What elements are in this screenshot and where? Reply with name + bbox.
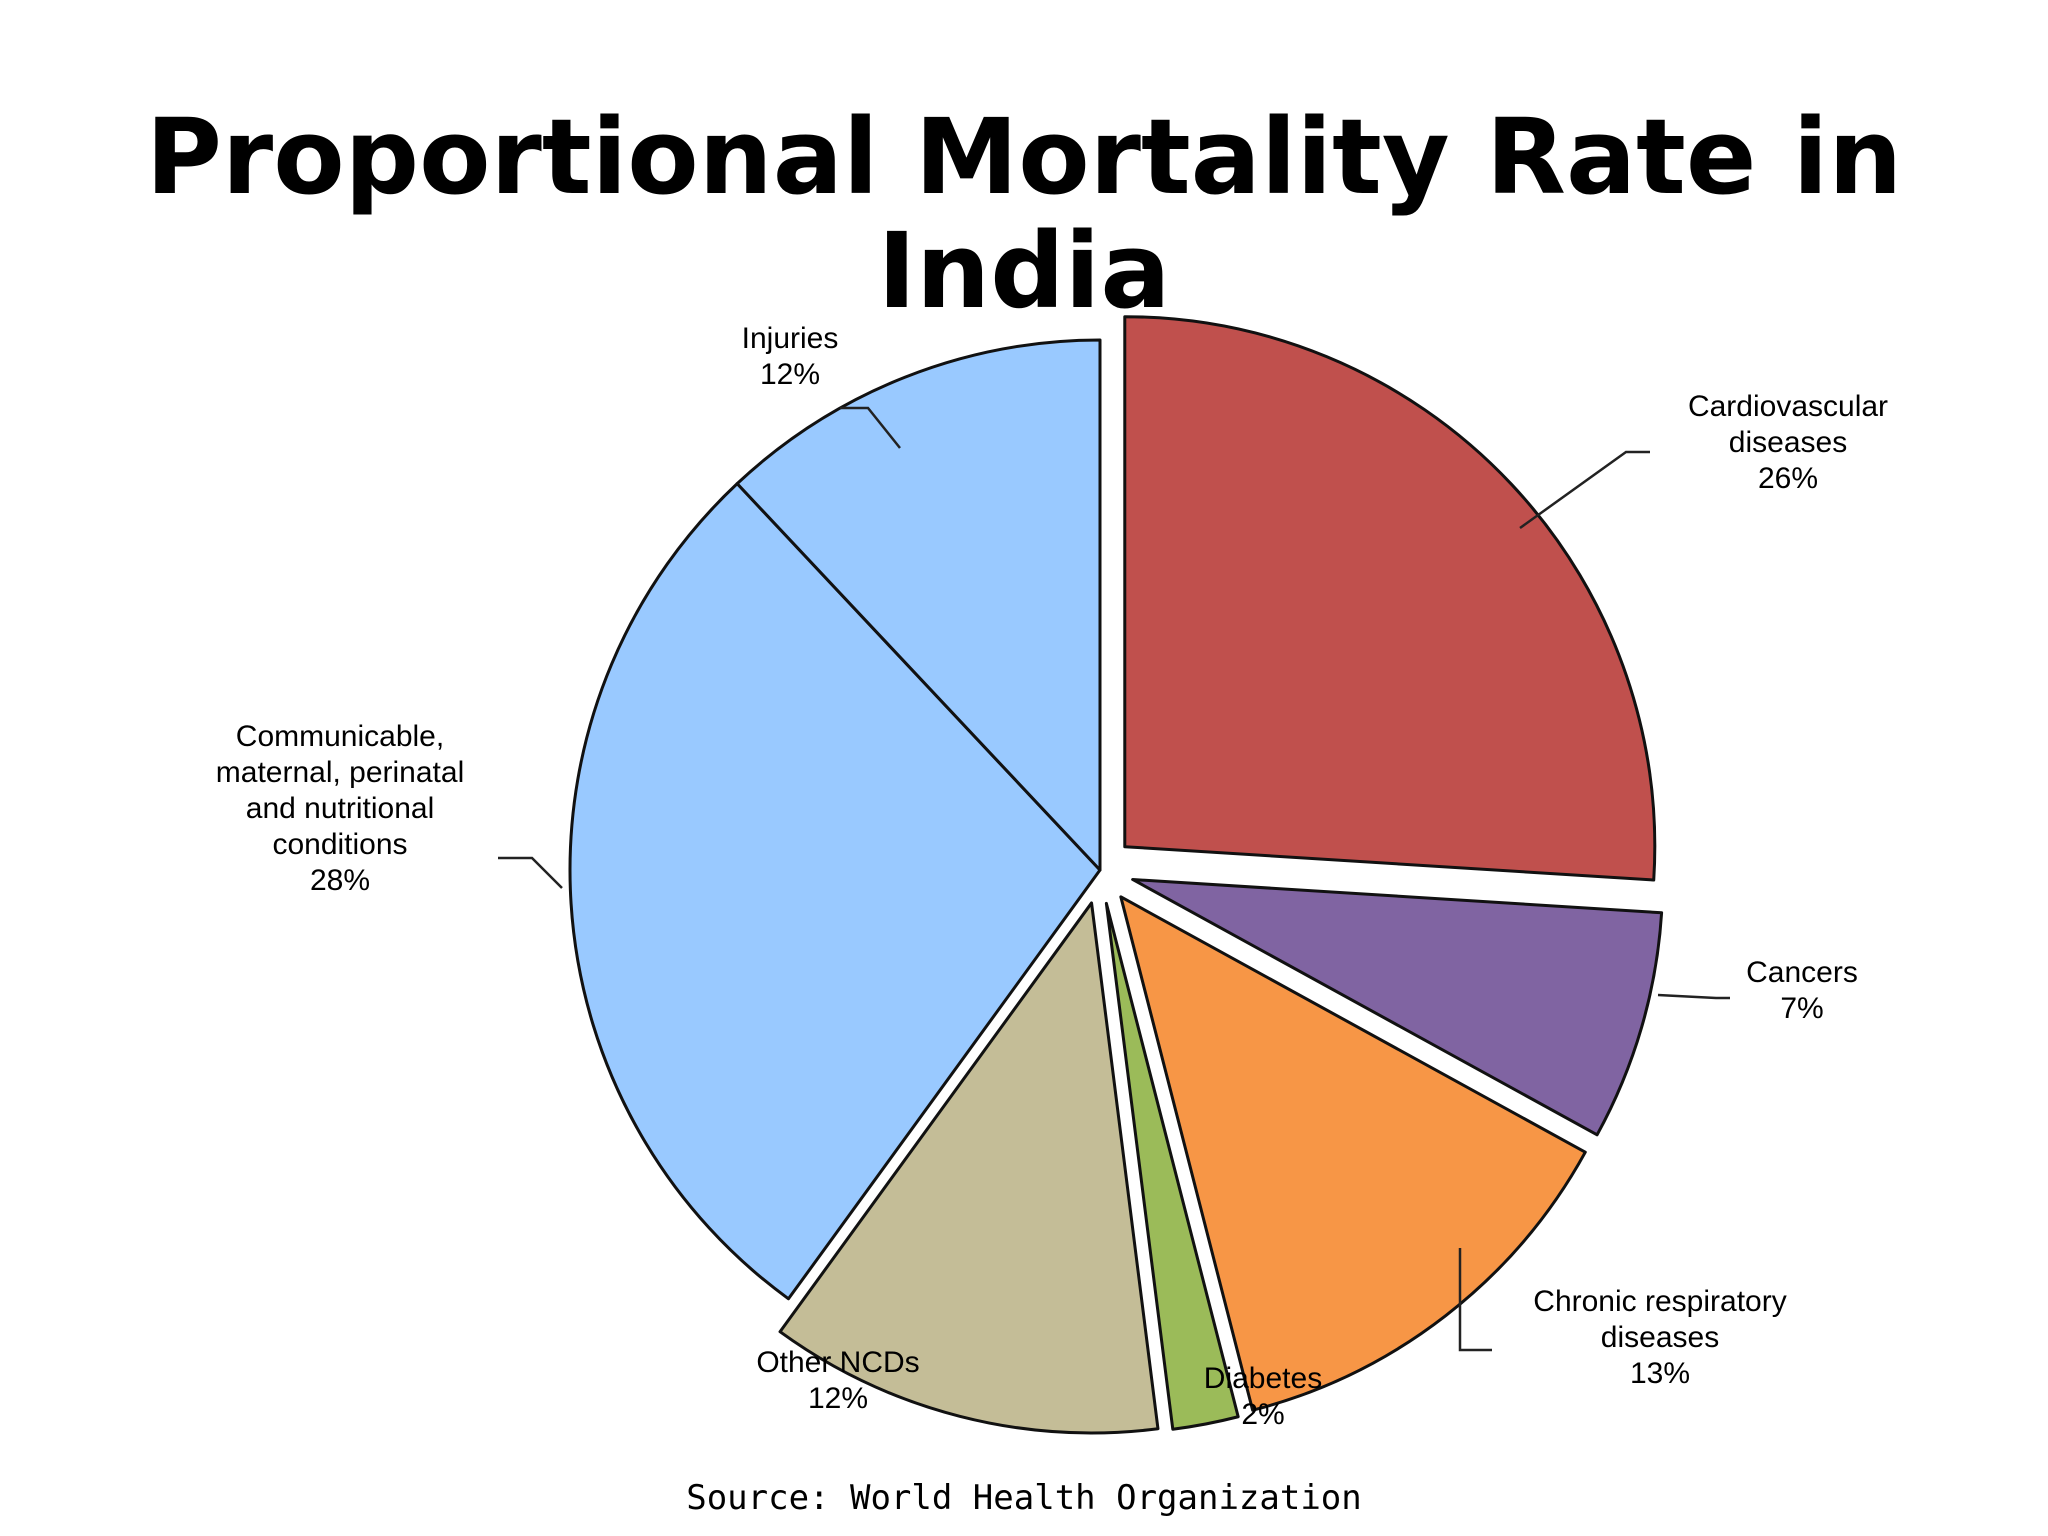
slice-category-label: maternal, perinatal — [216, 756, 464, 789]
slice-category-label: conditions — [272, 828, 407, 861]
pie-slice-5 — [568, 482, 1102, 1301]
slice-category-label: Communicable, — [236, 720, 444, 753]
slice-label-0: Cardiovascular diseases 26% — [1688, 390, 1888, 495]
slice-category-label: Cancers — [1746, 956, 1858, 989]
slice-value-label: 2% — [1241, 1398, 1284, 1431]
slice-value-label: 26% — [1758, 462, 1818, 495]
pie-slice-3 — [1104, 901, 1240, 1431]
slice-category-label: and nutritional — [246, 792, 434, 825]
slice-category-label: diseases — [1729, 426, 1847, 459]
slice-label-1: Cancers 7% — [1746, 956, 1858, 1025]
slice-value-label: 12% — [808, 1382, 868, 1415]
pie-slice-2 — [1119, 895, 1587, 1412]
pie-slices — [568, 315, 1664, 1435]
leader-line-5 — [498, 856, 563, 889]
slice-label-6: Injuries 12% — [742, 322, 839, 391]
slice-category-label: Cardiovascular — [1688, 390, 1888, 423]
leader-line-2 — [1458, 1248, 1492, 1352]
pie-slice-0 — [1123, 315, 1657, 882]
pie-slice-6 — [735, 338, 1102, 872]
slice-value-label: 7% — [1780, 992, 1823, 1025]
leader-line-0 — [1519, 450, 1650, 530]
leader-lines — [498, 406, 1730, 1352]
slice-category-label: Injuries — [742, 322, 839, 355]
slice-category-label: Diabetes — [1204, 1362, 1322, 1395]
slice-category-label: Other NCDs — [756, 1346, 919, 1379]
leader-line-1 — [1657, 993, 1730, 1000]
pie-slice-1 — [1131, 877, 1664, 1137]
slice-labels: Cardiovascular diseases 26%Cancers 7%Chroni… — [216, 322, 1888, 1431]
slice-category-label: Chronic respiratory — [1533, 1285, 1786, 1318]
slice-value-label: 13% — [1630, 1357, 1690, 1390]
leader-line-6 — [840, 406, 901, 449]
slice-label-3: Diabetes 2% — [1204, 1362, 1322, 1431]
pie-slice-4 — [778, 901, 1160, 1435]
slice-value-label: 12% — [760, 358, 820, 391]
chart-source: Source: World Health Organization — [686, 1478, 1362, 1518]
slice-label-4: Other NCDs 12% — [756, 1346, 919, 1415]
chart-title: Proportional Mortality Rate in India — [145, 96, 1903, 333]
slice-category-label: diseases — [1601, 1321, 1719, 1354]
slice-label-5: Communicable, maternal, perinatal and nutr… — [216, 720, 464, 897]
slice-value-label: 28% — [310, 864, 370, 897]
slice-label-2: Chronic respiratory diseases 13% — [1533, 1285, 1786, 1390]
